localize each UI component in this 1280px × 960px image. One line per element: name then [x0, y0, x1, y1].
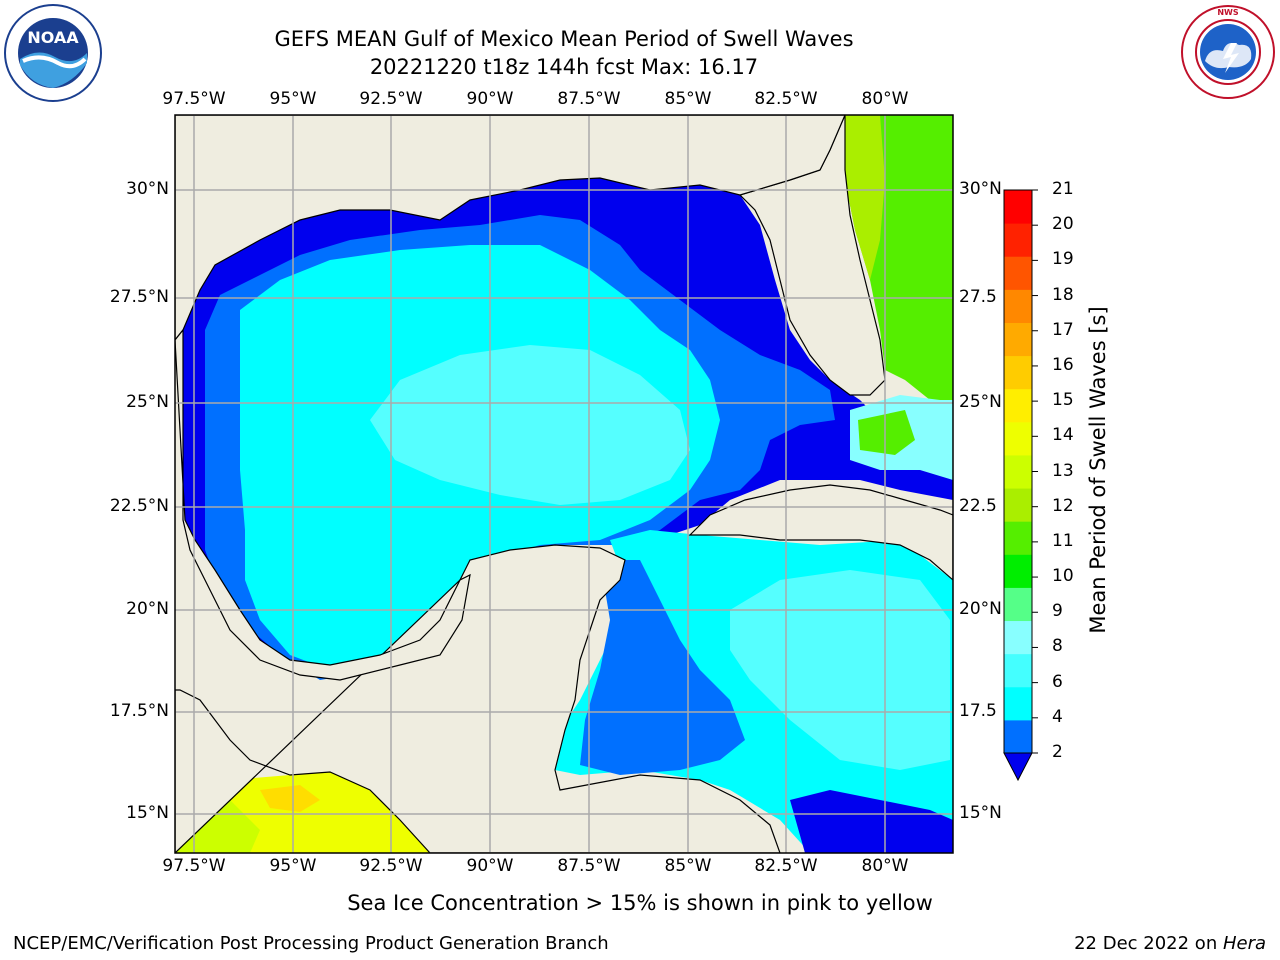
colorbar-swatch: [1004, 620, 1032, 655]
lat-label-right-3: 25°N: [959, 392, 1002, 412]
lon-label-top-4: 90°W: [466, 89, 514, 109]
colorbar-tick-label: 19: [1052, 249, 1074, 270]
lon-label-bottom-7: 82.5°W: [754, 856, 818, 876]
colorbar-swatch: [1004, 488, 1032, 522]
colorbar-swatch: [1004, 521, 1032, 555]
caribbean-water-inner: [730, 570, 950, 770]
date-host: Hera: [1222, 933, 1266, 954]
colorbar-tick-label: 14: [1052, 425, 1074, 446]
colorbar-swatch: [1004, 355, 1032, 390]
date-prefix: 22 Dec 2022 on: [1074, 933, 1223, 954]
atlantic-water-yellow: [845, 115, 885, 280]
colorbar-tick-label: 20: [1052, 214, 1074, 235]
colorbar-swatch: [1004, 289, 1032, 323]
lat-label-right-5: 20°N: [959, 599, 1002, 619]
lat-label-left-6: 17.5°N: [109, 701, 169, 721]
colorbar-swatch: [1004, 653, 1032, 688]
lon-label-bottom-2: 95°W: [269, 856, 317, 876]
sea-ice-note: Sea Ice Concentration > 15% is shown in …: [347, 891, 933, 915]
lon-label-top-7: 82.5°W: [754, 89, 818, 109]
lon-label-bottom-6: 85°W: [664, 856, 712, 876]
lat-label-right-7: 15°N: [959, 803, 1002, 823]
lon-label-top-5: 87.5°W: [557, 89, 621, 109]
map-gridlines: [175, 115, 953, 853]
colorbar-tick-label: 4: [1052, 706, 1063, 727]
colorbar-swatch: [1004, 421, 1032, 456]
colorbar-swatch: [1004, 454, 1032, 489]
colorbar-tick-label: 11: [1052, 530, 1074, 551]
colorbar-tick-label: 16: [1052, 354, 1074, 375]
colorbar-label: Mean Period of Swell Waves [s]: [1086, 306, 1110, 634]
colorbar-swatch: [1004, 719, 1032, 754]
credit-text: NCEP/EMC/Verification Post Processing Pr…: [13, 933, 609, 954]
noaa-logo: NOAA: [3, 3, 103, 103]
lon-label-bottom-5: 87.5°W: [557, 856, 621, 876]
lon-label-bottom-3: 92.5°W: [359, 856, 423, 876]
lon-label-top-8: 80°W: [861, 89, 909, 109]
date-text: 22 Dec 2022 on Hera: [1074, 933, 1266, 954]
colorbar-tick-label: 17: [1052, 319, 1074, 340]
lat-label-left-3: 25°N: [126, 392, 169, 412]
colorbar: [1003, 189, 1038, 782]
pacific-water-orange: [260, 785, 320, 812]
colorbar-tick-label: 15: [1052, 390, 1074, 411]
map-frame: [174, 114, 954, 854]
bahamas-green: [858, 410, 915, 455]
nws-logo: NWS: [1179, 3, 1277, 101]
colorbar-swatch: [1004, 388, 1032, 423]
lon-label-top-3: 92.5°W: [359, 89, 423, 109]
colorbar-swatch: [1004, 686, 1032, 721]
colorbar-tick-label: 13: [1052, 460, 1074, 481]
lat-label-left-5: 20°N: [126, 599, 169, 619]
colorbar-tick-label: 10: [1052, 566, 1074, 587]
colorbar-swatch: [1004, 587, 1032, 622]
caribbean-south: [790, 790, 953, 853]
colorbar-swatch: [1004, 322, 1032, 357]
us-coast-land: [175, 115, 846, 341]
colorbar-tick-label: 6: [1052, 671, 1063, 692]
map-subtitle: 20221220 t18z 144h fcst Max: 16.17: [369, 55, 759, 79]
colorbar-extension: [1003, 752, 1033, 782]
colorbar-tick-label: 8: [1052, 636, 1063, 657]
colorbar-tick-label: 2: [1052, 742, 1063, 762]
lon-label-bottom-8: 80°W: [861, 856, 909, 876]
lat-label-left-4: 22.5°N: [109, 496, 169, 516]
lon-label-top-1: 97.5°W: [162, 89, 226, 109]
yucatan-land: [175, 544, 781, 853]
colorbar-swatch: [1004, 256, 1032, 290]
colorbar-tick-label: 9: [1052, 601, 1063, 622]
cuba-land: [688, 484, 953, 581]
lat-label-right-4: 22.5: [959, 496, 997, 516]
lat-label-left-7: 15°N: [126, 803, 169, 823]
svg-text:NWS: NWS: [1217, 8, 1239, 17]
lon-label-bottom-1: 97.5°W: [162, 856, 226, 876]
caribbean-channel: [580, 560, 745, 775]
colorbar-swatch: [1004, 554, 1032, 588]
colorbar-tick-label: 18: [1052, 284, 1074, 305]
lon-label-top-2: 95°W: [269, 89, 317, 109]
lat-label-right-1: 30°N: [959, 179, 1002, 199]
lat-label-right-6: 17.5: [959, 701, 997, 721]
map-title: GEFS MEAN Gulf of Mexico Mean Period of …: [274, 27, 854, 51]
colorbar-swatch: [1004, 190, 1032, 224]
colorbar-tick-label: 21: [1052, 179, 1074, 199]
lat-label-left-1: 30°N: [126, 179, 169, 199]
colorbar-tick-label: 12: [1052, 495, 1074, 516]
noaa-logo-text: NOAA: [27, 28, 79, 47]
lon-label-bottom-4: 90°W: [466, 856, 514, 876]
lat-label-left-2: 27.5°N: [109, 287, 169, 307]
lat-label-right-2: 27.5: [959, 287, 997, 307]
colorbar-swatch: [1004, 223, 1032, 257]
gulf-water-inner: [370, 345, 690, 505]
lon-label-top-6: 85°W: [664, 89, 712, 109]
